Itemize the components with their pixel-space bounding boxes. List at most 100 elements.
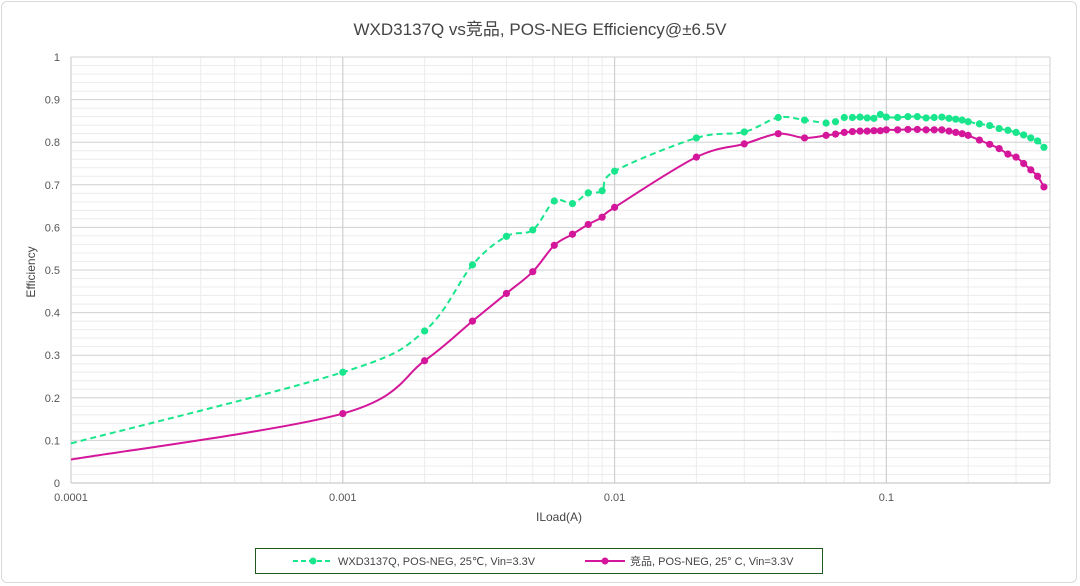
data-point — [1027, 134, 1035, 142]
data-point — [958, 130, 966, 138]
data-point — [876, 127, 884, 135]
tick-labels: 0.0001 0.001 0.01 0.1 0 0.1 0.2 0.3 0.4 0.5 0.6 0.7… — [45, 52, 894, 504]
data-point — [975, 120, 984, 128]
legend-item-wxd3137q: WXD3137Q, POS-NEG, 25℃, Vin=3.3V — [292, 549, 535, 573]
data-point — [1020, 131, 1028, 139]
x-tick-label: 0.1 — [879, 492, 894, 504]
series-1 — [70, 125, 1048, 461]
data-point — [876, 110, 884, 119]
data-point — [870, 127, 878, 135]
data-point — [1004, 150, 1012, 158]
data-point — [863, 114, 871, 122]
series-0 — [70, 110, 1048, 445]
data-point — [1004, 126, 1012, 134]
data-point — [986, 121, 994, 130]
data-point — [831, 118, 840, 126]
y-tick-label: 1 — [54, 52, 60, 64]
data-point — [1020, 159, 1028, 168]
data-point — [800, 134, 809, 142]
data-point — [856, 113, 864, 121]
data-point — [598, 213, 606, 221]
y-tick-label: 0.2 — [45, 393, 60, 405]
data-point — [848, 127, 857, 136]
data-point — [930, 113, 938, 122]
x-tick-label: 0.001 — [329, 492, 357, 504]
x-tick-label: 0.0001 — [54, 492, 88, 504]
data-point — [952, 128, 960, 137]
data-point — [568, 230, 577, 238]
data-point — [938, 126, 946, 134]
legend-marker-competitor — [585, 557, 625, 565]
data-point — [870, 114, 878, 122]
series-layer — [70, 110, 1048, 461]
data-point — [692, 134, 700, 142]
y-tick-label: 0.6 — [45, 222, 60, 234]
data-point — [1033, 137, 1042, 145]
data-point — [468, 317, 477, 325]
data-point — [922, 114, 930, 122]
data-point — [740, 140, 748, 148]
data-point — [882, 126, 890, 134]
y-tick-label: 0.5 — [45, 265, 60, 277]
data-point — [922, 126, 930, 134]
data-point — [986, 140, 994, 148]
data-point — [964, 118, 972, 126]
y-tick-label: 0.8 — [45, 137, 60, 149]
data-point — [958, 116, 966, 124]
major-gridlines — [70, 56, 1051, 484]
y-tick-label: 0.1 — [45, 435, 60, 447]
data-point — [529, 226, 537, 234]
data-point — [863, 127, 871, 135]
data-point — [774, 113, 782, 122]
data-point — [584, 189, 592, 197]
y-tick-label: 0.3 — [45, 350, 60, 362]
legend-label-competitor: 竞品, POS-NEG, 25° C, Vin=3.3V — [630, 556, 794, 568]
data-point — [995, 144, 1003, 153]
data-point — [1012, 153, 1020, 161]
data-point — [584, 220, 592, 229]
data-point — [904, 125, 912, 134]
data-point — [692, 153, 700, 161]
data-point — [913, 125, 921, 134]
data-point — [945, 114, 953, 122]
data-point — [822, 131, 830, 139]
data-point — [550, 197, 558, 205]
data-point — [975, 136, 984, 144]
legend: WXD3137Q, POS-NEG, 25℃, Vin=3.3V 竞品, POS… — [255, 548, 823, 574]
y-tick-label: 0.9 — [45, 95, 60, 107]
data-point — [945, 127, 953, 135]
data-point — [1033, 172, 1042, 180]
data-point — [995, 124, 1003, 133]
data-point — [339, 368, 347, 376]
series-line-1 — [70, 128, 1045, 461]
data-point — [774, 130, 782, 138]
data-point — [468, 261, 477, 269]
data-point — [952, 115, 960, 123]
data-point — [1027, 166, 1035, 174]
y-axis-label: Efficiency — [24, 246, 38, 297]
data-point — [822, 119, 830, 127]
y-tick-label: 0 — [54, 478, 60, 490]
data-point — [610, 167, 619, 175]
data-point — [938, 113, 946, 121]
data-point — [840, 128, 848, 137]
data-point — [800, 116, 809, 124]
data-point — [502, 289, 511, 298]
y-tick-label: 0.4 — [45, 308, 60, 320]
data-point — [894, 113, 902, 122]
data-point — [568, 199, 577, 208]
x-axis-label: ILoad(A) — [536, 510, 582, 524]
legend-marker-wxd3137q — [293, 557, 333, 565]
data-point — [894, 126, 902, 134]
data-point — [848, 113, 857, 122]
data-point — [598, 187, 606, 195]
chart-title: WXD3137Q vs竞品, POS-NEG Efficiency@±6.5V — [354, 20, 728, 39]
data-point — [740, 128, 748, 136]
data-point — [550, 241, 558, 249]
x-tick-label: 0.01 — [604, 492, 625, 504]
legend-item-competitor: 竞品, POS-NEG, 25° C, Vin=3.3V — [584, 549, 793, 573]
data-point — [529, 268, 537, 276]
data-point — [882, 113, 890, 121]
data-point — [1040, 183, 1048, 191]
